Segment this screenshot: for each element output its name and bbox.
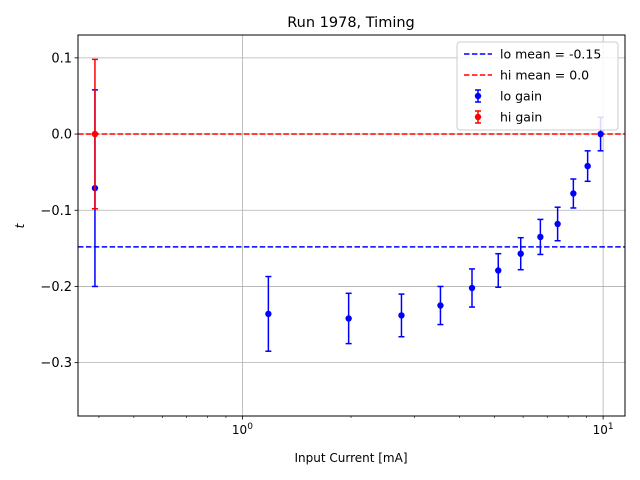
data-point (495, 267, 501, 273)
data-point (570, 190, 576, 196)
legend-label: hi mean = 0.0 (500, 68, 589, 83)
data-point (469, 285, 475, 291)
y-axis-label: t (13, 222, 27, 228)
data-point (398, 312, 404, 318)
y-tick-label: −0.3 (40, 356, 72, 371)
legend: lo mean = -0.15 hi mean = 0.0 lo gain hi ga… (457, 42, 618, 130)
data-point (597, 131, 603, 137)
x-axis-ticks: 100 101 (99, 416, 614, 437)
data-point (437, 302, 443, 308)
y-tick-label: −0.1 (40, 204, 72, 219)
chart-title: Run 1978, Timing (287, 15, 415, 31)
y-axis-ticks: 0.1 0.0 −0.1 −0.2 −0.3 (40, 51, 78, 371)
y-tick-label: 0.0 (51, 128, 72, 143)
data-point (554, 221, 560, 227)
x-tick-label: 101 (593, 422, 614, 437)
y-tick-label: −0.2 (40, 280, 72, 295)
data-point (584, 163, 590, 169)
x-axis-label: Input Current [mA] (294, 451, 407, 465)
data-point (265, 311, 271, 317)
data-point (345, 315, 351, 321)
data-point (92, 131, 98, 137)
data-point (518, 250, 524, 256)
mean-lines (78, 134, 625, 247)
x-tick-label: 100 (232, 422, 253, 437)
legend-label: lo mean = -0.15 (500, 47, 601, 62)
y-tick-label: 0.1 (51, 51, 72, 66)
legend-label: lo gain (500, 89, 542, 104)
legend-label: hi gain (500, 110, 542, 125)
legend-marker-point (475, 93, 481, 99)
legend-marker-point (475, 114, 481, 120)
data-point (537, 234, 543, 240)
